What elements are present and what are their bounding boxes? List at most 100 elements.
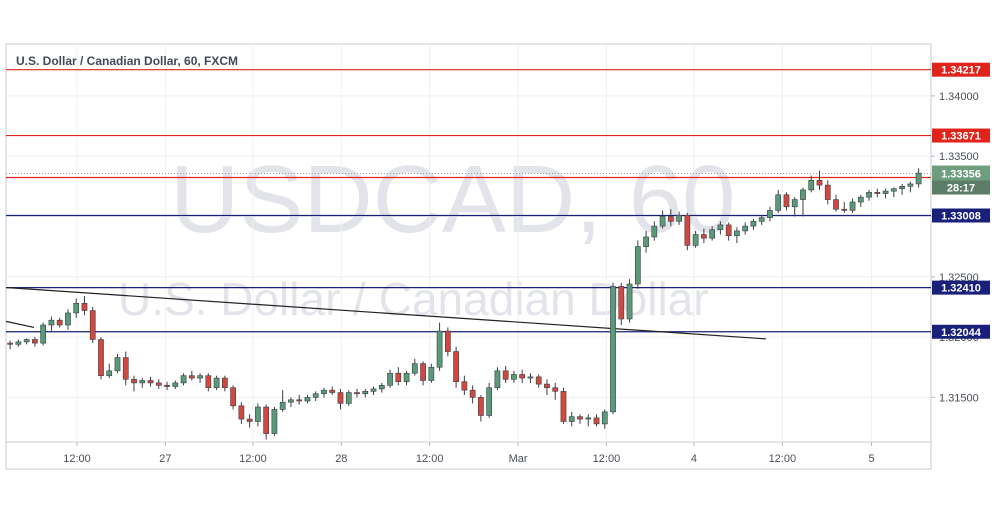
bull-candle xyxy=(362,391,369,395)
bull-candle xyxy=(312,393,319,398)
bear-candle xyxy=(444,330,451,352)
watermark-description: U.S. Dollar / Canadian Dollar xyxy=(118,273,709,325)
bull-candle xyxy=(40,324,47,344)
bull-candle xyxy=(271,409,278,434)
x-tick-label: 27 xyxy=(159,453,171,465)
bull-candle xyxy=(676,214,682,222)
bull-candle xyxy=(511,374,517,380)
resistance-price-label: 1.34217 xyxy=(941,65,981,77)
bear-candle xyxy=(667,216,674,222)
bull-candle xyxy=(709,229,715,239)
bull-candle xyxy=(791,199,798,208)
bull-candle xyxy=(494,370,501,389)
bull-candle xyxy=(378,385,385,390)
bull-candle xyxy=(890,188,897,192)
bull-candle xyxy=(882,190,889,194)
time-axis[interactable]: 12:00 27 12:00 28 12:00 Mar 12:00 4 12:00 5 xyxy=(63,442,875,465)
bear-candle xyxy=(544,383,550,389)
current-price-box xyxy=(932,165,990,181)
bear-candle xyxy=(725,224,732,237)
bull-candle xyxy=(626,283,633,320)
bull-candle xyxy=(643,236,649,247)
bear-candle xyxy=(205,375,212,389)
bull-candle xyxy=(610,286,616,413)
bull-candle xyxy=(692,234,699,246)
bull-candle xyxy=(23,339,30,343)
bull-candle xyxy=(370,388,377,392)
bull-candle xyxy=(634,246,641,285)
plot-area[interactable] xyxy=(5,43,932,470)
short-trendline-segment xyxy=(5,320,35,329)
resistance-price-label-box xyxy=(932,128,990,143)
bull-candle xyxy=(734,230,740,237)
bull-candle xyxy=(486,387,493,416)
bear-candle xyxy=(453,351,459,382)
bear-candle xyxy=(824,184,831,200)
bull-candle xyxy=(585,417,592,420)
support-price-label-box xyxy=(932,208,990,223)
bear-candle xyxy=(478,397,484,416)
bull-candle xyxy=(288,399,294,403)
support-price-label: 1.32410 xyxy=(941,283,981,295)
bear-candle xyxy=(337,392,344,404)
bull-candle xyxy=(428,366,435,381)
bear-candle xyxy=(816,179,823,186)
bull-candle xyxy=(601,411,608,425)
bull-candle xyxy=(197,375,203,379)
bull-candle xyxy=(255,406,261,422)
support-price-label: 1.32044 xyxy=(941,327,982,339)
bull-candle xyxy=(139,380,146,384)
bear-candle xyxy=(469,389,476,398)
bull-candle xyxy=(527,376,534,379)
x-tick-label: 12:00 xyxy=(63,453,91,465)
bull-candle xyxy=(65,312,71,326)
bear-candle xyxy=(7,342,13,345)
y-tick-label: 1.31500 xyxy=(939,392,979,404)
bear-candle xyxy=(701,234,707,239)
bear-candle xyxy=(841,208,848,211)
grid xyxy=(6,44,931,442)
descending-trendline xyxy=(5,286,766,340)
bull-candle xyxy=(180,375,187,384)
bull-candle xyxy=(321,389,327,395)
bull-candle xyxy=(915,172,922,185)
x-tick-label: 12:00 xyxy=(769,453,797,465)
bear-candle xyxy=(81,303,88,311)
chart-title: U.S. Dollar / Canadian Dollar, 60, FXCM xyxy=(16,54,238,68)
bear-candle xyxy=(222,377,228,389)
bull-candle xyxy=(717,224,724,231)
bull-candle xyxy=(849,201,856,211)
watermark-symbol: USDCAD, 60 xyxy=(170,146,736,253)
bull-candle xyxy=(651,225,658,238)
x-tick-label: 12:00 xyxy=(593,453,621,465)
support-price-label-box xyxy=(932,280,990,295)
bear-candle xyxy=(395,372,402,382)
candle-timer: 28:17 xyxy=(947,183,975,195)
bear-candle xyxy=(783,194,790,208)
horizontal-levels xyxy=(6,69,931,333)
bear-candle xyxy=(519,374,526,379)
y-tick-label: 1.34000 xyxy=(939,91,979,103)
x-tick-label: 28 xyxy=(335,453,347,465)
bull-candle xyxy=(808,179,815,191)
bull-candle xyxy=(403,372,410,382)
bear-candle xyxy=(296,399,303,402)
bear-candle xyxy=(684,214,691,246)
bear-candle xyxy=(577,416,583,420)
bear-candle xyxy=(230,387,236,407)
bear-candle xyxy=(593,417,600,425)
support-price-label-box xyxy=(932,324,990,339)
bull-candle xyxy=(172,382,179,387)
bull-candle xyxy=(907,183,914,187)
bear-candle xyxy=(164,385,170,387)
bull-candle xyxy=(800,189,806,200)
bull-candle xyxy=(775,194,782,211)
bull-candle xyxy=(568,416,575,422)
bull-candle xyxy=(48,319,55,326)
bear-candle xyxy=(329,389,336,393)
bear-candle xyxy=(618,286,625,320)
bear-candle xyxy=(535,376,542,385)
bear-candle xyxy=(89,310,96,340)
resistance-price-label-box xyxy=(932,62,990,77)
